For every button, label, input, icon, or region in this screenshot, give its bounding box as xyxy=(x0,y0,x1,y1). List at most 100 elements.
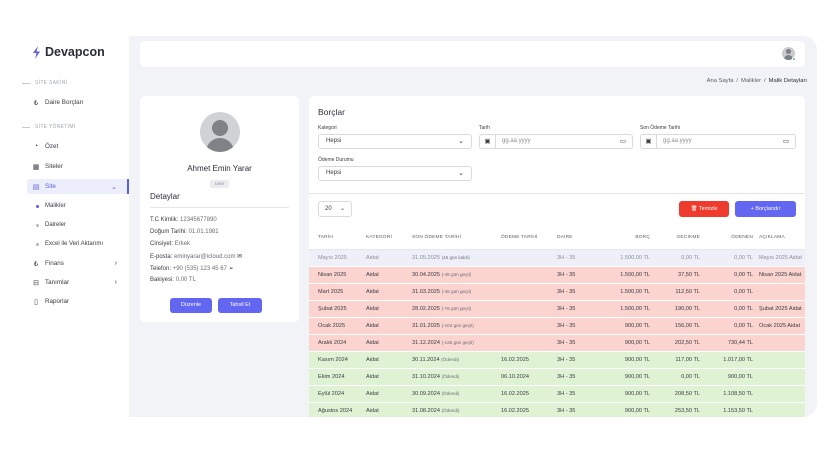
cell-category: Aidat xyxy=(366,317,412,335)
cell-category: Aidat xyxy=(366,300,412,318)
cell-paid-date xyxy=(501,334,557,352)
cell-unit: 3H - 35 xyxy=(557,334,601,352)
collect-button[interactable]: Tahsil Et xyxy=(218,298,262,313)
chevron-down-icon: ⌄ xyxy=(111,183,117,191)
category-select[interactable]: Hepsi ⌄ xyxy=(318,134,472,149)
debts-card: Borçlar Kategori Hepsi ⌄ Tarih ▣ gg.aa.yy… xyxy=(309,96,805,417)
cell-desc xyxy=(759,368,805,386)
col-late-fee[interactable]: GECİKME xyxy=(656,227,706,250)
table-row[interactable]: Aralık 2024 Aidat 31.12.2024 (-135 gün geç… xyxy=(309,334,805,352)
table-row[interactable]: Mayıs 2025 Aidat 31.05.2025 (15 gün kaldı)… xyxy=(309,249,805,267)
cell-desc: Şubat 2025 Aidat xyxy=(759,300,805,318)
payment-status-select[interactable]: Hepsi ⌄ xyxy=(318,166,472,181)
cell-due: 31.10.2024 (Ödendi) xyxy=(412,368,501,386)
divider xyxy=(309,193,805,194)
send-icon[interactable]: ➢ xyxy=(228,266,234,272)
breadcrumb-home[interactable]: Ana Sayfa xyxy=(706,78,734,84)
due-date-input[interactable]: ▣ gg.aa.yyyy ▭ xyxy=(640,134,796,149)
sidebar-item-sites[interactable]: ▦ Siteler xyxy=(32,163,63,171)
cell-paid: 1.153,50 TL xyxy=(706,402,759,417)
email-icon[interactable]: ✉ xyxy=(237,254,243,260)
col-description[interactable]: AÇIKLAMA xyxy=(759,227,805,250)
cell-late: 156,00 TL xyxy=(656,317,706,335)
cell-date: Aralık 2024 xyxy=(309,334,366,352)
table-row[interactable]: Kasım 2024 Aidat 30.11.2024 (Ödendi) 16.02.… xyxy=(309,351,805,369)
cell-paid: 0,00 TL xyxy=(706,283,759,301)
online-status-dot xyxy=(792,57,796,61)
cell-unit: 3H - 35 xyxy=(557,385,601,403)
sidebar-item-summary[interactable]: ◔ Özet xyxy=(33,143,59,150)
cell-paid: 1.108,50 TL xyxy=(706,385,759,403)
cell-late: 117,00 TL xyxy=(656,351,706,369)
table-row[interactable]: Nisan 2025 Aidat 30.04.2025 (-45 gün geçti… xyxy=(309,266,805,284)
clear-button[interactable]: 🗑 Temizle xyxy=(679,201,729,217)
trash-icon: 🗑 xyxy=(690,206,698,212)
cell-debt: 900,00 TL xyxy=(601,402,656,417)
cell-date: Şubat 2025 xyxy=(309,300,366,318)
sidebar-subitem-excel-import[interactable]: Excel ile Veri Aktarımı xyxy=(36,241,103,247)
section-management: SİTE YÖNETİMİ xyxy=(22,124,75,130)
page-size-select[interactable]: 20 ⌄ xyxy=(318,201,352,217)
calendar-icon: ▣ xyxy=(480,135,496,148)
cell-unit: 3H - 35 xyxy=(557,351,601,369)
sidebar-item-finance[interactable]: ₺ Finans › xyxy=(33,260,117,268)
cell-late: 0,00 TL xyxy=(656,249,706,267)
col-category[interactable]: KATEGORİ xyxy=(366,227,412,250)
table-row[interactable]: Ocak 2025 Aidat 31.01.2025 (-104 gün geçti… xyxy=(309,317,805,335)
col-debt[interactable]: BORÇ xyxy=(601,227,656,250)
cell-unit: 3H - 35 xyxy=(557,266,601,284)
cell-paid-date xyxy=(501,266,557,284)
chevron-down-icon: ⌄ xyxy=(458,138,464,145)
balance-line: Bakiyesi: 0,00 TL xyxy=(150,277,196,283)
cell-date: Eylül 2024 xyxy=(309,385,366,403)
cell-desc: Ocak 2025 Aidat xyxy=(759,317,805,335)
cell-late: 202,50 TL xyxy=(656,334,706,352)
cell-debt: 1.500,00 TL xyxy=(601,249,656,267)
col-unit[interactable]: DAİRE xyxy=(557,227,601,250)
cell-date: Nisan 2025 xyxy=(309,266,366,284)
table-row[interactable]: Ekim 2024 Aidat 31.10.2024 (Ödendi) 06.10.2… xyxy=(309,368,805,386)
date-picker-icon[interactable]: ▭ xyxy=(619,138,626,145)
sidebar-subitem-owners[interactable]: Malikler xyxy=(36,203,66,209)
col-payment-date[interactable]: ÖDEME TARİHİ xyxy=(501,227,557,250)
sidebar-item-reports[interactable]: ▯ Raporlar xyxy=(32,294,129,309)
sidebar-item-apartment-debts[interactable]: ₺ Daire Borçları xyxy=(33,99,84,107)
cell-paid: 0,00 TL xyxy=(706,300,759,318)
cell-paid-date: 16.02.2025 xyxy=(501,402,557,417)
sidebar-subitem-apartments[interactable]: Daireler xyxy=(36,222,66,228)
chevron-down-icon: ⌄ xyxy=(458,170,464,177)
cell-unit: 3H - 35 xyxy=(557,402,601,417)
cell-paid: 1.017,00 TL xyxy=(706,351,759,369)
brand[interactable]: Devapcon xyxy=(32,45,105,59)
sidebar-item-site[interactable]: ▤ Site ⌄ xyxy=(27,179,129,194)
table-row[interactable]: Eylül 2024 Aidat 30.09.2024 (Ödendi) 16.02.… xyxy=(309,385,805,403)
date-label: Tarih xyxy=(479,125,490,131)
cell-category: Aidat xyxy=(366,334,412,352)
add-debt-button[interactable]: + Borçlandır xyxy=(735,201,796,217)
cell-desc xyxy=(759,334,805,352)
edit-button[interactable]: Düzenle xyxy=(170,298,212,313)
sidebar-item-definitions[interactable]: ⊟ Tanımlar › xyxy=(33,279,117,287)
date-input[interactable]: ▣ gg.aa.yyyy ▭ xyxy=(479,134,633,149)
col-date[interactable]: TARİH xyxy=(309,227,366,250)
cell-debt: 900,00 TL xyxy=(601,317,656,335)
cell-debt: 900,00 TL xyxy=(601,385,656,403)
cell-due: 30.11.2024 (Ödendi) xyxy=(412,351,501,369)
cell-paid-date xyxy=(501,283,557,301)
cell-due: 30.04.2025 (-45 gün geçti) xyxy=(412,266,501,284)
table-row[interactable]: Şubat 2025 Aidat 28.02.2025 (-76 gün geçti… xyxy=(309,300,805,318)
due-status-note: (-76 gün geçti) xyxy=(441,305,472,311)
user-avatar[interactable] xyxy=(782,47,795,60)
cell-unit: 3H - 35 xyxy=(557,368,601,386)
debts-title: Borçlar xyxy=(318,107,345,117)
col-paid[interactable]: ÖDENEN xyxy=(706,227,759,250)
col-due-date[interactable]: SON ÖDEME TARİHİ xyxy=(412,227,501,250)
report-icon: ▯ xyxy=(34,298,38,306)
breadcrumb-owners[interactable]: Malikler xyxy=(741,78,762,84)
table-row[interactable]: Ağustos 2024 Aidat 31.08.2024 (Ödendi) 16.0… xyxy=(309,402,805,417)
cell-due: 30.09.2024 (Ödendi) xyxy=(412,385,501,403)
topbar xyxy=(140,41,805,67)
cell-due: 31.03.2025 (-45 gün geçti) xyxy=(412,283,501,301)
date-picker-icon[interactable]: ▭ xyxy=(782,138,789,145)
table-row[interactable]: Mart 2025 Aidat 31.03.2025 (-45 gün geçti)… xyxy=(309,283,805,301)
